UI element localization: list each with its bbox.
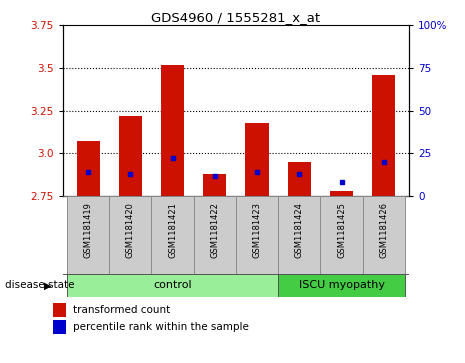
Bar bbox=[288, 162, 311, 196]
Title: GDS4960 / 1555281_x_at: GDS4960 / 1555281_x_at bbox=[152, 11, 320, 24]
Text: GSM1181426: GSM1181426 bbox=[379, 202, 388, 258]
Text: transformed count: transformed count bbox=[73, 305, 170, 315]
Bar bbox=[278, 196, 320, 274]
Text: GSM1181423: GSM1181423 bbox=[252, 202, 262, 258]
Bar bbox=[236, 196, 278, 274]
Bar bbox=[363, 196, 405, 274]
Text: GSM1181425: GSM1181425 bbox=[337, 202, 346, 258]
Text: control: control bbox=[153, 280, 192, 290]
Bar bbox=[109, 196, 152, 274]
Bar bbox=[161, 65, 184, 196]
Text: ISCU myopathy: ISCU myopathy bbox=[299, 280, 385, 290]
Bar bbox=[194, 196, 236, 274]
Bar bbox=[278, 274, 405, 297]
Text: GSM1181420: GSM1181420 bbox=[126, 202, 135, 258]
Text: GSM1181422: GSM1181422 bbox=[210, 202, 219, 258]
Text: GSM1181424: GSM1181424 bbox=[295, 202, 304, 258]
Bar bbox=[246, 123, 269, 196]
Bar bbox=[77, 142, 100, 196]
Bar bbox=[119, 116, 142, 196]
Text: disease state: disease state bbox=[5, 280, 74, 290]
Bar bbox=[67, 274, 278, 297]
Bar bbox=[372, 75, 395, 196]
Bar bbox=[330, 191, 353, 196]
Text: GSM1181421: GSM1181421 bbox=[168, 202, 177, 258]
Bar bbox=[53, 303, 66, 317]
Bar bbox=[67, 196, 109, 274]
Bar bbox=[53, 320, 66, 334]
Bar bbox=[203, 174, 226, 196]
Text: ▶: ▶ bbox=[44, 280, 52, 290]
Text: percentile rank within the sample: percentile rank within the sample bbox=[73, 322, 248, 332]
Bar bbox=[152, 196, 194, 274]
Bar bbox=[320, 196, 363, 274]
Text: GSM1181419: GSM1181419 bbox=[84, 202, 93, 258]
